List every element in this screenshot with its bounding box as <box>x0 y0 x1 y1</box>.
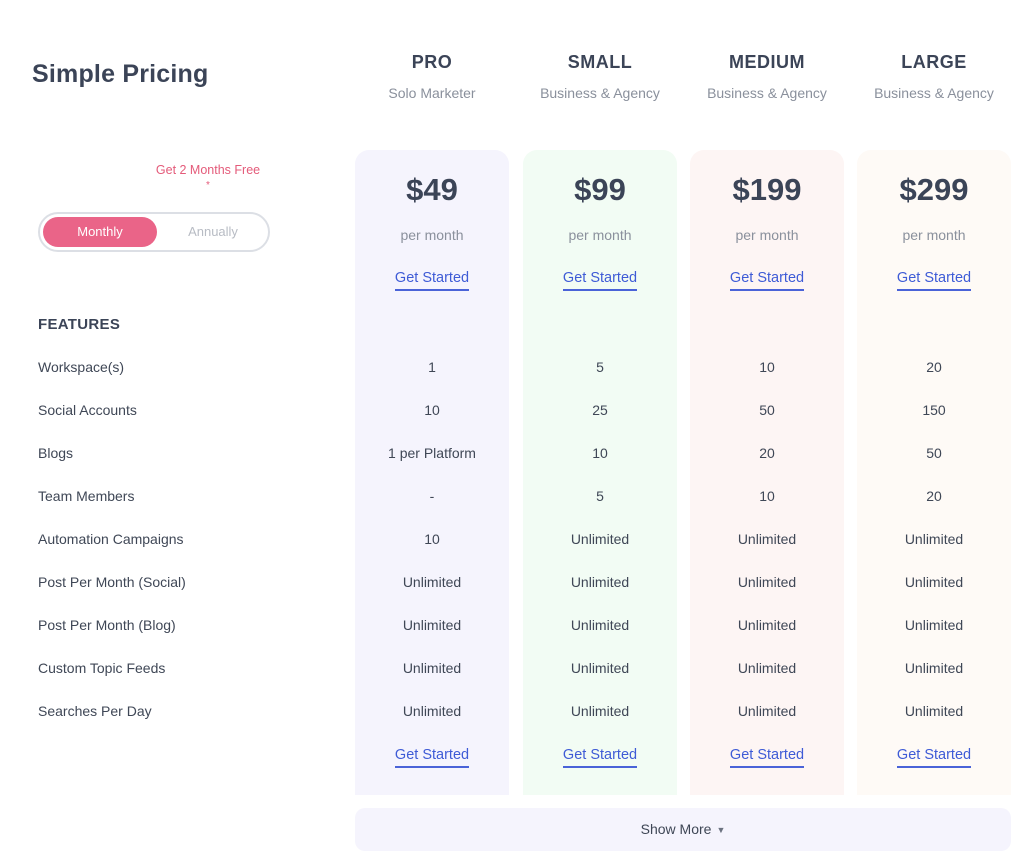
feature-value: Unlimited <box>570 531 630 547</box>
get-started-label[interactable]: Get Started <box>729 747 805 768</box>
get-started-medium-bottom-button[interactable]: Get Started <box>690 747 844 768</box>
plan-column-large <box>857 150 1011 795</box>
show-more-button[interactable]: Show More ▼ <box>355 808 1011 851</box>
get-started-small-bottom-button[interactable]: Get Started <box>523 747 677 768</box>
get-started-pro-bottom-button[interactable]: Get Started <box>355 747 509 768</box>
plan-subtitle: Business & Agency <box>540 85 660 101</box>
plan-name: LARGE <box>901 52 967 72</box>
feature-value: Unlimited <box>737 531 797 547</box>
get-started-medium-button[interactable]: Get Started <box>690 270 844 291</box>
plan-column-pro <box>355 150 509 795</box>
plan-name: MEDIUM <box>729 52 805 72</box>
feature-value: 1 per Platform <box>388 445 476 461</box>
feature-label: Custom Topic Feeds <box>38 660 166 676</box>
feature-value: 20 <box>759 445 775 461</box>
billing-toggle[interactable]: Monthly Annually <box>38 212 270 252</box>
plan-subtitle: Solo Marketer <box>388 85 476 101</box>
feature-label: Automation Campaigns <box>38 531 184 547</box>
feature-value: - <box>429 488 435 504</box>
price-period: per month <box>902 227 966 243</box>
feature-value: Unlimited <box>904 617 964 633</box>
feature-label: Social Accounts <box>38 402 137 418</box>
feature-value: Unlimited <box>402 574 462 590</box>
feature-value: Unlimited <box>402 703 462 719</box>
feature-value: 150 <box>922 402 946 418</box>
get-started-large-button[interactable]: Get Started <box>857 270 1011 291</box>
feature-value: 50 <box>759 402 775 418</box>
features-heading: FEATURES <box>38 316 121 333</box>
plan-price: $299 <box>899 172 969 207</box>
feature-value: 20 <box>926 488 942 504</box>
price-period: per month <box>568 227 632 243</box>
feature-label: Post Per Month (Blog) <box>38 617 176 633</box>
plan-price: $199 <box>732 172 802 207</box>
feature-value: 10 <box>759 488 775 504</box>
feature-value: Unlimited <box>904 574 964 590</box>
feature-value: Unlimited <box>737 660 797 676</box>
feature-value: Unlimited <box>737 617 797 633</box>
plan-header-small: SMALL Business & Agency <box>520 52 680 101</box>
feature-value: Unlimited <box>904 703 964 719</box>
feature-value: Unlimited <box>904 660 964 676</box>
plan-subtitle: Business & Agency <box>874 85 994 101</box>
annually-option[interactable]: Annually <box>188 224 238 239</box>
feature-value: Unlimited <box>570 617 630 633</box>
promo-asterisk: * <box>206 180 210 191</box>
get-started-label[interactable]: Get Started <box>896 747 972 768</box>
plan-name: PRO <box>411 52 453 72</box>
feature-value: 25 <box>592 402 608 418</box>
feature-value: 10 <box>592 445 608 461</box>
get-started-label[interactable]: Get Started <box>394 747 470 768</box>
feature-value: 5 <box>596 359 604 375</box>
feature-value: 5 <box>596 488 604 504</box>
feature-value: 50 <box>926 445 942 461</box>
promo-text: Get 2 Months Free <box>155 163 261 177</box>
get-started-label[interactable]: Get Started <box>896 270 972 291</box>
show-more-label[interactable]: Show More <box>640 821 712 837</box>
caret-down-icon: ▼ <box>716 825 726 835</box>
monthly-option[interactable]: Monthly <box>43 217 157 247</box>
get-started-label[interactable]: Get Started <box>562 747 638 768</box>
feature-label: Searches Per Day <box>38 703 152 719</box>
get-started-label[interactable]: Get Started <box>562 270 638 291</box>
feature-label: Workspace(s) <box>38 359 125 375</box>
feature-value: Unlimited <box>570 660 630 676</box>
page-title: Simple Pricing <box>32 60 209 88</box>
feature-value: Unlimited <box>904 531 964 547</box>
feature-value: Unlimited <box>402 617 462 633</box>
plan-price: $49 <box>406 172 458 207</box>
feature-value: Unlimited <box>570 574 630 590</box>
get-started-pro-button[interactable]: Get Started <box>355 270 509 291</box>
plan-header-pro: PRO Solo Marketer <box>352 52 512 101</box>
get-started-small-button[interactable]: Get Started <box>523 270 677 291</box>
feature-value: 10 <box>424 531 440 547</box>
feature-value: Unlimited <box>402 660 462 676</box>
feature-value: 10 <box>424 402 440 418</box>
get-started-large-bottom-button[interactable]: Get Started <box>857 747 1011 768</box>
plan-name: SMALL <box>567 52 633 72</box>
plan-price: $99 <box>574 172 626 207</box>
plan-header-medium: MEDIUM Business & Agency <box>687 52 847 101</box>
feature-value: 1 <box>428 359 436 375</box>
plan-header-large: LARGE Business & Agency <box>854 52 1014 101</box>
get-started-label[interactable]: Get Started <box>394 270 470 291</box>
feature-label: Team Members <box>38 488 135 504</box>
feature-label: Blogs <box>38 445 74 461</box>
feature-value: Unlimited <box>570 703 630 719</box>
plan-subtitle: Business & Agency <box>707 85 827 101</box>
plan-column-small <box>523 150 677 795</box>
feature-value: Unlimited <box>737 574 797 590</box>
feature-value: Unlimited <box>737 703 797 719</box>
feature-value: 10 <box>759 359 775 375</box>
get-started-label[interactable]: Get Started <box>729 270 805 291</box>
price-period: per month <box>735 227 799 243</box>
price-period: per month <box>400 227 464 243</box>
feature-label: Post Per Month (Social) <box>38 574 186 590</box>
plan-column-medium <box>690 150 844 795</box>
feature-value: 20 <box>926 359 942 375</box>
